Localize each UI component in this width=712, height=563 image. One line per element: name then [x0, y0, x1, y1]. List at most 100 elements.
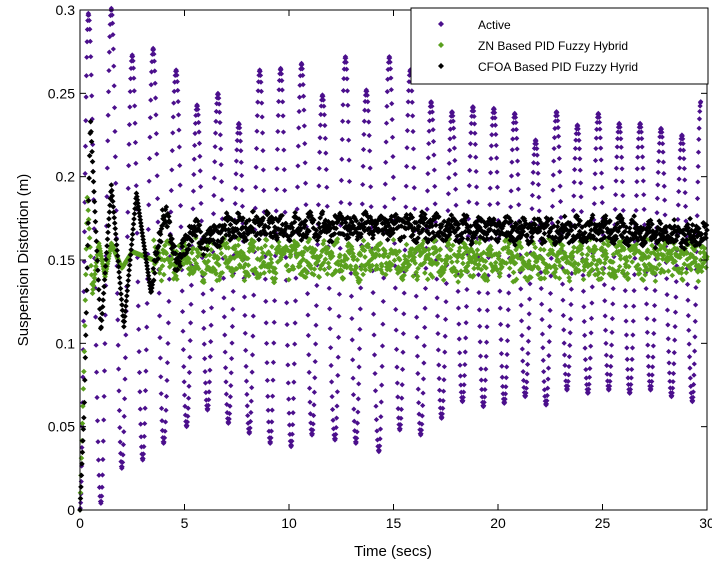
- zn-point: [698, 268, 705, 275]
- active-point: [128, 76, 134, 82]
- active-point: [322, 122, 328, 129]
- cfoa-point: [93, 228, 99, 235]
- active-point: [107, 34, 113, 40]
- zn-point: [80, 386, 87, 392]
- zn-point: [385, 254, 391, 260]
- active-point: [347, 201, 353, 207]
- active-point: [95, 457, 102, 463]
- active-point: [523, 385, 529, 391]
- zn-point: [603, 254, 610, 261]
- active-point: [117, 450, 124, 456]
- active-point: [609, 329, 615, 336]
- zn-point: [180, 261, 187, 267]
- active-point: [111, 83, 117, 89]
- zn-point: [345, 240, 352, 247]
- active-point: [571, 179, 577, 185]
- cfoa-point: [491, 216, 497, 222]
- cfoa-point: [344, 232, 350, 238]
- zn-point: [426, 251, 432, 258]
- active-point: [625, 366, 631, 373]
- y-tick-label: 0.25: [48, 85, 75, 101]
- active-point: [650, 354, 656, 360]
- zn-point: [470, 272, 477, 279]
- zn-point: [359, 244, 365, 250]
- active-point: [359, 201, 365, 207]
- active-point: [315, 241, 321, 248]
- active-point: [609, 316, 615, 322]
- cfoa-point: [117, 285, 124, 292]
- active-point: [437, 397, 443, 403]
- zn-point: [377, 240, 384, 247]
- active-point: [142, 420, 148, 427]
- cfoa-point: [123, 293, 130, 299]
- active-point: [614, 144, 620, 150]
- active-point: [477, 323, 483, 329]
- cfoa-point: [137, 220, 144, 226]
- cfoa-point: [296, 231, 303, 238]
- active-point: [262, 254, 268, 260]
- active-point: [472, 130, 478, 136]
- active-point: [371, 352, 378, 358]
- zn-point: [403, 241, 410, 248]
- active-point: [687, 375, 693, 381]
- active-point: [638, 129, 644, 135]
- active-point: [110, 46, 116, 52]
- zn-point: [92, 271, 98, 277]
- active-point: [468, 120, 474, 127]
- zn-point: [200, 277, 207, 283]
- active-point: [547, 307, 553, 313]
- active-point: [387, 55, 393, 61]
- cfoa-point: [157, 231, 164, 238]
- active-point: [340, 87, 347, 94]
- active-point: [222, 349, 228, 355]
- active-point: [485, 272, 491, 279]
- zn-point: [202, 270, 208, 277]
- active-point: [121, 413, 127, 419]
- active-point: [666, 370, 673, 376]
- cfoa-point: [452, 237, 459, 244]
- zn-point: [309, 245, 316, 252]
- active-point: [131, 75, 137, 81]
- active-point: [492, 115, 498, 121]
- active-point: [349, 315, 355, 322]
- active-point: [385, 66, 391, 73]
- active-point: [494, 155, 500, 161]
- active-point: [583, 375, 589, 381]
- zn-point: [285, 247, 291, 253]
- cfoa-point: [222, 226, 229, 233]
- active-point: [628, 381, 634, 388]
- zn-point: [171, 269, 177, 276]
- active-point: [138, 421, 144, 427]
- zn-point: [411, 254, 418, 261]
- active-point: [672, 309, 679, 315]
- active-point: [586, 381, 592, 387]
- active-point: [146, 178, 152, 184]
- active-point: [219, 197, 225, 203]
- zn-point: [600, 270, 607, 277]
- active-point: [570, 207, 577, 214]
- cfoa-point: [122, 308, 129, 315]
- zn-point: [649, 242, 655, 249]
- zn-point: [321, 266, 328, 273]
- active-point: [329, 379, 335, 385]
- cfoa-point: [408, 233, 415, 240]
- active-point: [502, 399, 508, 405]
- active-point: [641, 192, 647, 198]
- active-point: [580, 272, 586, 278]
- active-point: [343, 59, 349, 65]
- zn-point: [661, 269, 667, 275]
- cfoa-point: [551, 223, 557, 230]
- active-point: [120, 452, 126, 458]
- active-point: [360, 163, 366, 169]
- active-point: [238, 148, 244, 154]
- active-point: [567, 316, 574, 322]
- active-point: [83, 117, 89, 124]
- cfoa-point: [690, 238, 696, 245]
- cfoa-point: [316, 224, 323, 231]
- active-point: [177, 182, 183, 188]
- active-point: [111, 63, 117, 69]
- active-point: [680, 136, 686, 142]
- zn-point: [213, 271, 219, 277]
- active-point: [622, 288, 628, 294]
- zn-point: [535, 271, 541, 278]
